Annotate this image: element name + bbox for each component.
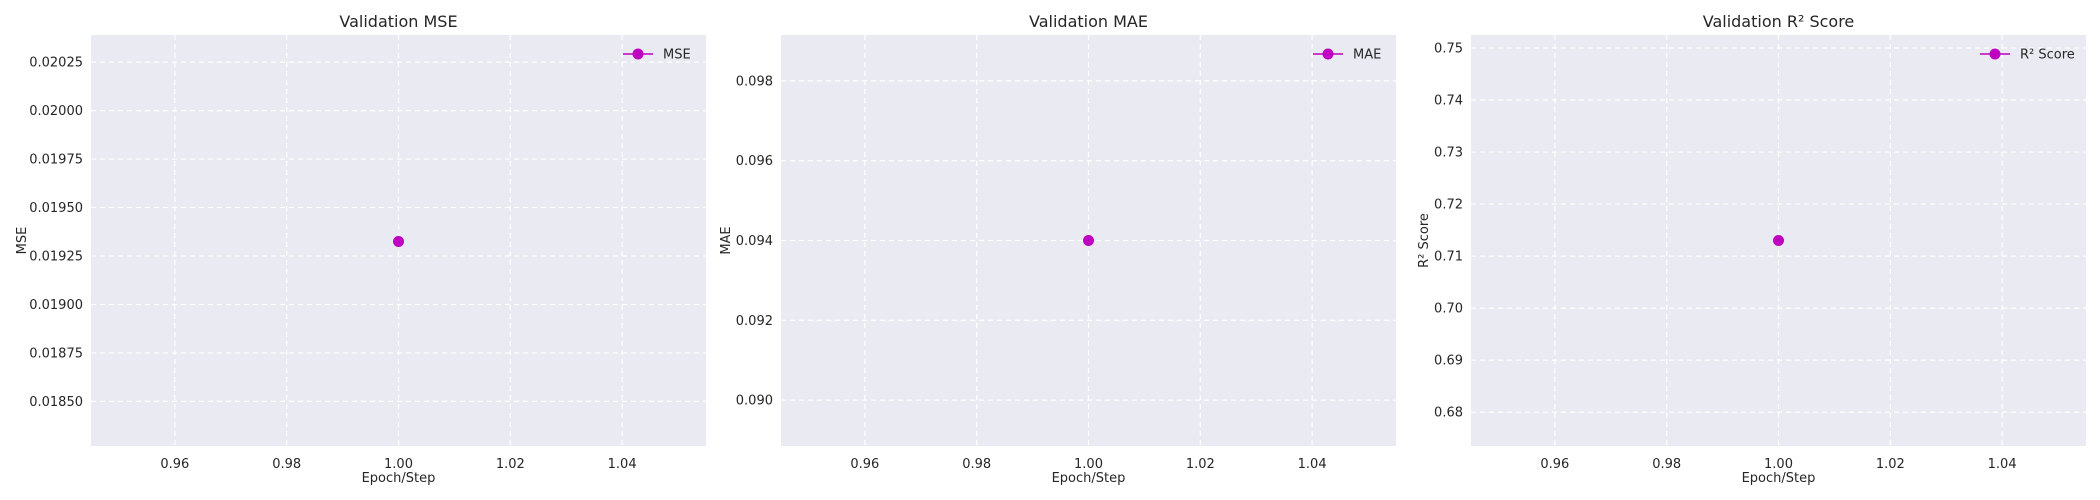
y-axis-label: R² Score: [1417, 213, 1432, 268]
y-tick-label: 0.74: [1434, 94, 1463, 109]
y-tick-label: 0.68: [1434, 406, 1463, 421]
data-point: [1083, 235, 1094, 246]
y-tick-label: 0.01900: [29, 298, 83, 313]
y-tick-label: 0.72: [1434, 198, 1463, 213]
chart-panel-mae: 0.96 0.98 1.00 1.02 1.04 0.0900.0920.0940.09…: [719, 12, 1396, 486]
chart-title: Validation MSE: [339, 12, 457, 31]
y-tick-labels: 0.68 0.69 0.70 0.71 0.72 0.73 0.74 0.75: [1434, 42, 1463, 421]
legend-label: MSE: [663, 48, 691, 63]
x-tick-labels: 0.96 0.98 1.00 1.02 1.04: [1540, 457, 2016, 472]
y-tick-label: 0.01950: [29, 201, 83, 216]
chart-title: Validation R² Score: [1703, 12, 1855, 31]
x-tick-labels: 0.96 0.98 1.00 1.02 1.04: [160, 457, 636, 472]
x-tick-label: 1.00: [1764, 457, 1793, 472]
y-tick-label: 0.01875: [29, 346, 83, 361]
y-tick-label: 0.75: [1434, 42, 1463, 57]
x-tick-label: 1.00: [384, 457, 413, 472]
y-tick-label: 0.096: [736, 154, 773, 169]
x-tick-label: 1.02: [1186, 457, 1215, 472]
x-axis-label: Epoch/Step: [1742, 471, 1816, 486]
chart-title: Validation MAE: [1029, 12, 1148, 31]
grid-lines: [781, 35, 1396, 446]
x-tick-label: 0.98: [272, 457, 301, 472]
legend-label: R² Score: [2020, 48, 2075, 63]
y-tick-label: 0.01925: [29, 250, 83, 265]
y-tick-label: 0.098: [736, 74, 773, 89]
data-point: [1773, 235, 1784, 246]
y-tick-label: 0.094: [736, 234, 773, 249]
y-axis-label: MAE: [719, 226, 734, 254]
x-tick-label: 1.02: [496, 457, 525, 472]
x-tick-labels: 0.96 0.98 1.00 1.02 1.04: [850, 457, 1326, 472]
grid-lines: [1471, 35, 2086, 446]
y-tick-label: 0.70: [1434, 302, 1463, 317]
x-tick-label: 0.98: [962, 457, 991, 472]
data-points: [1083, 235, 1094, 246]
y-tick-label: 0.01850: [29, 395, 83, 410]
x-tick-label: 0.96: [1540, 457, 1569, 472]
x-axis-label: Epoch/Step: [1052, 471, 1126, 486]
y-tick-label: 0.73: [1434, 146, 1463, 161]
legend-marker: [1989, 48, 2001, 60]
y-tick-label: 0.01975: [29, 153, 83, 168]
x-axis-label: Epoch/Step: [362, 471, 436, 486]
y-tick-labels: 0.090 0.092 0.094 0.096 0.098: [736, 74, 773, 408]
legend-marker: [632, 48, 644, 60]
x-tick-label: 1.00: [1074, 457, 1103, 472]
legend: R² Score: [1980, 48, 2075, 63]
grid-lines: [91, 35, 706, 446]
data-points: [393, 235, 404, 247]
x-tick-label: 1.04: [1988, 457, 2017, 472]
y-tick-label: 0.02000: [29, 104, 83, 119]
legend: MSE: [623, 48, 691, 63]
x-tick-label: 0.98: [1652, 457, 1681, 472]
data-point: [393, 235, 404, 247]
y-axis-label: MSE: [15, 227, 30, 255]
y-tick-label: 0.02025: [29, 56, 83, 71]
legend: MAE: [1313, 48, 1381, 63]
y-tick-label: 0.092: [736, 314, 773, 329]
data-points: [1773, 235, 1784, 246]
y-tick-labels: 0.01850 0.01875 0.01900 0.01925 0.01950 0.019…: [29, 56, 83, 410]
y-tick-label: 0.69: [1434, 354, 1463, 369]
x-tick-label: 1.04: [608, 457, 637, 472]
y-tick-label: 0.090: [736, 394, 773, 409]
x-tick-label: 0.96: [160, 457, 189, 472]
x-tick-label: 1.04: [1298, 457, 1327, 472]
y-tick-label: 0.71: [1434, 250, 1463, 265]
legend-label: MAE: [1353, 48, 1381, 63]
chart-panel-mse: 0.96 0.98 1.00 1.02 1.04 0.01850 0.01875 0.019…: [15, 12, 706, 486]
x-tick-label: 1.02: [1876, 457, 1905, 472]
chart-panel-r2: 0.96 0.98 1.00 1.02 1.04 0.68 0.69 0.70 0.71 0.7…: [1417, 12, 2086, 486]
legend-marker: [1322, 48, 1334, 60]
x-tick-label: 0.96: [850, 457, 879, 472]
